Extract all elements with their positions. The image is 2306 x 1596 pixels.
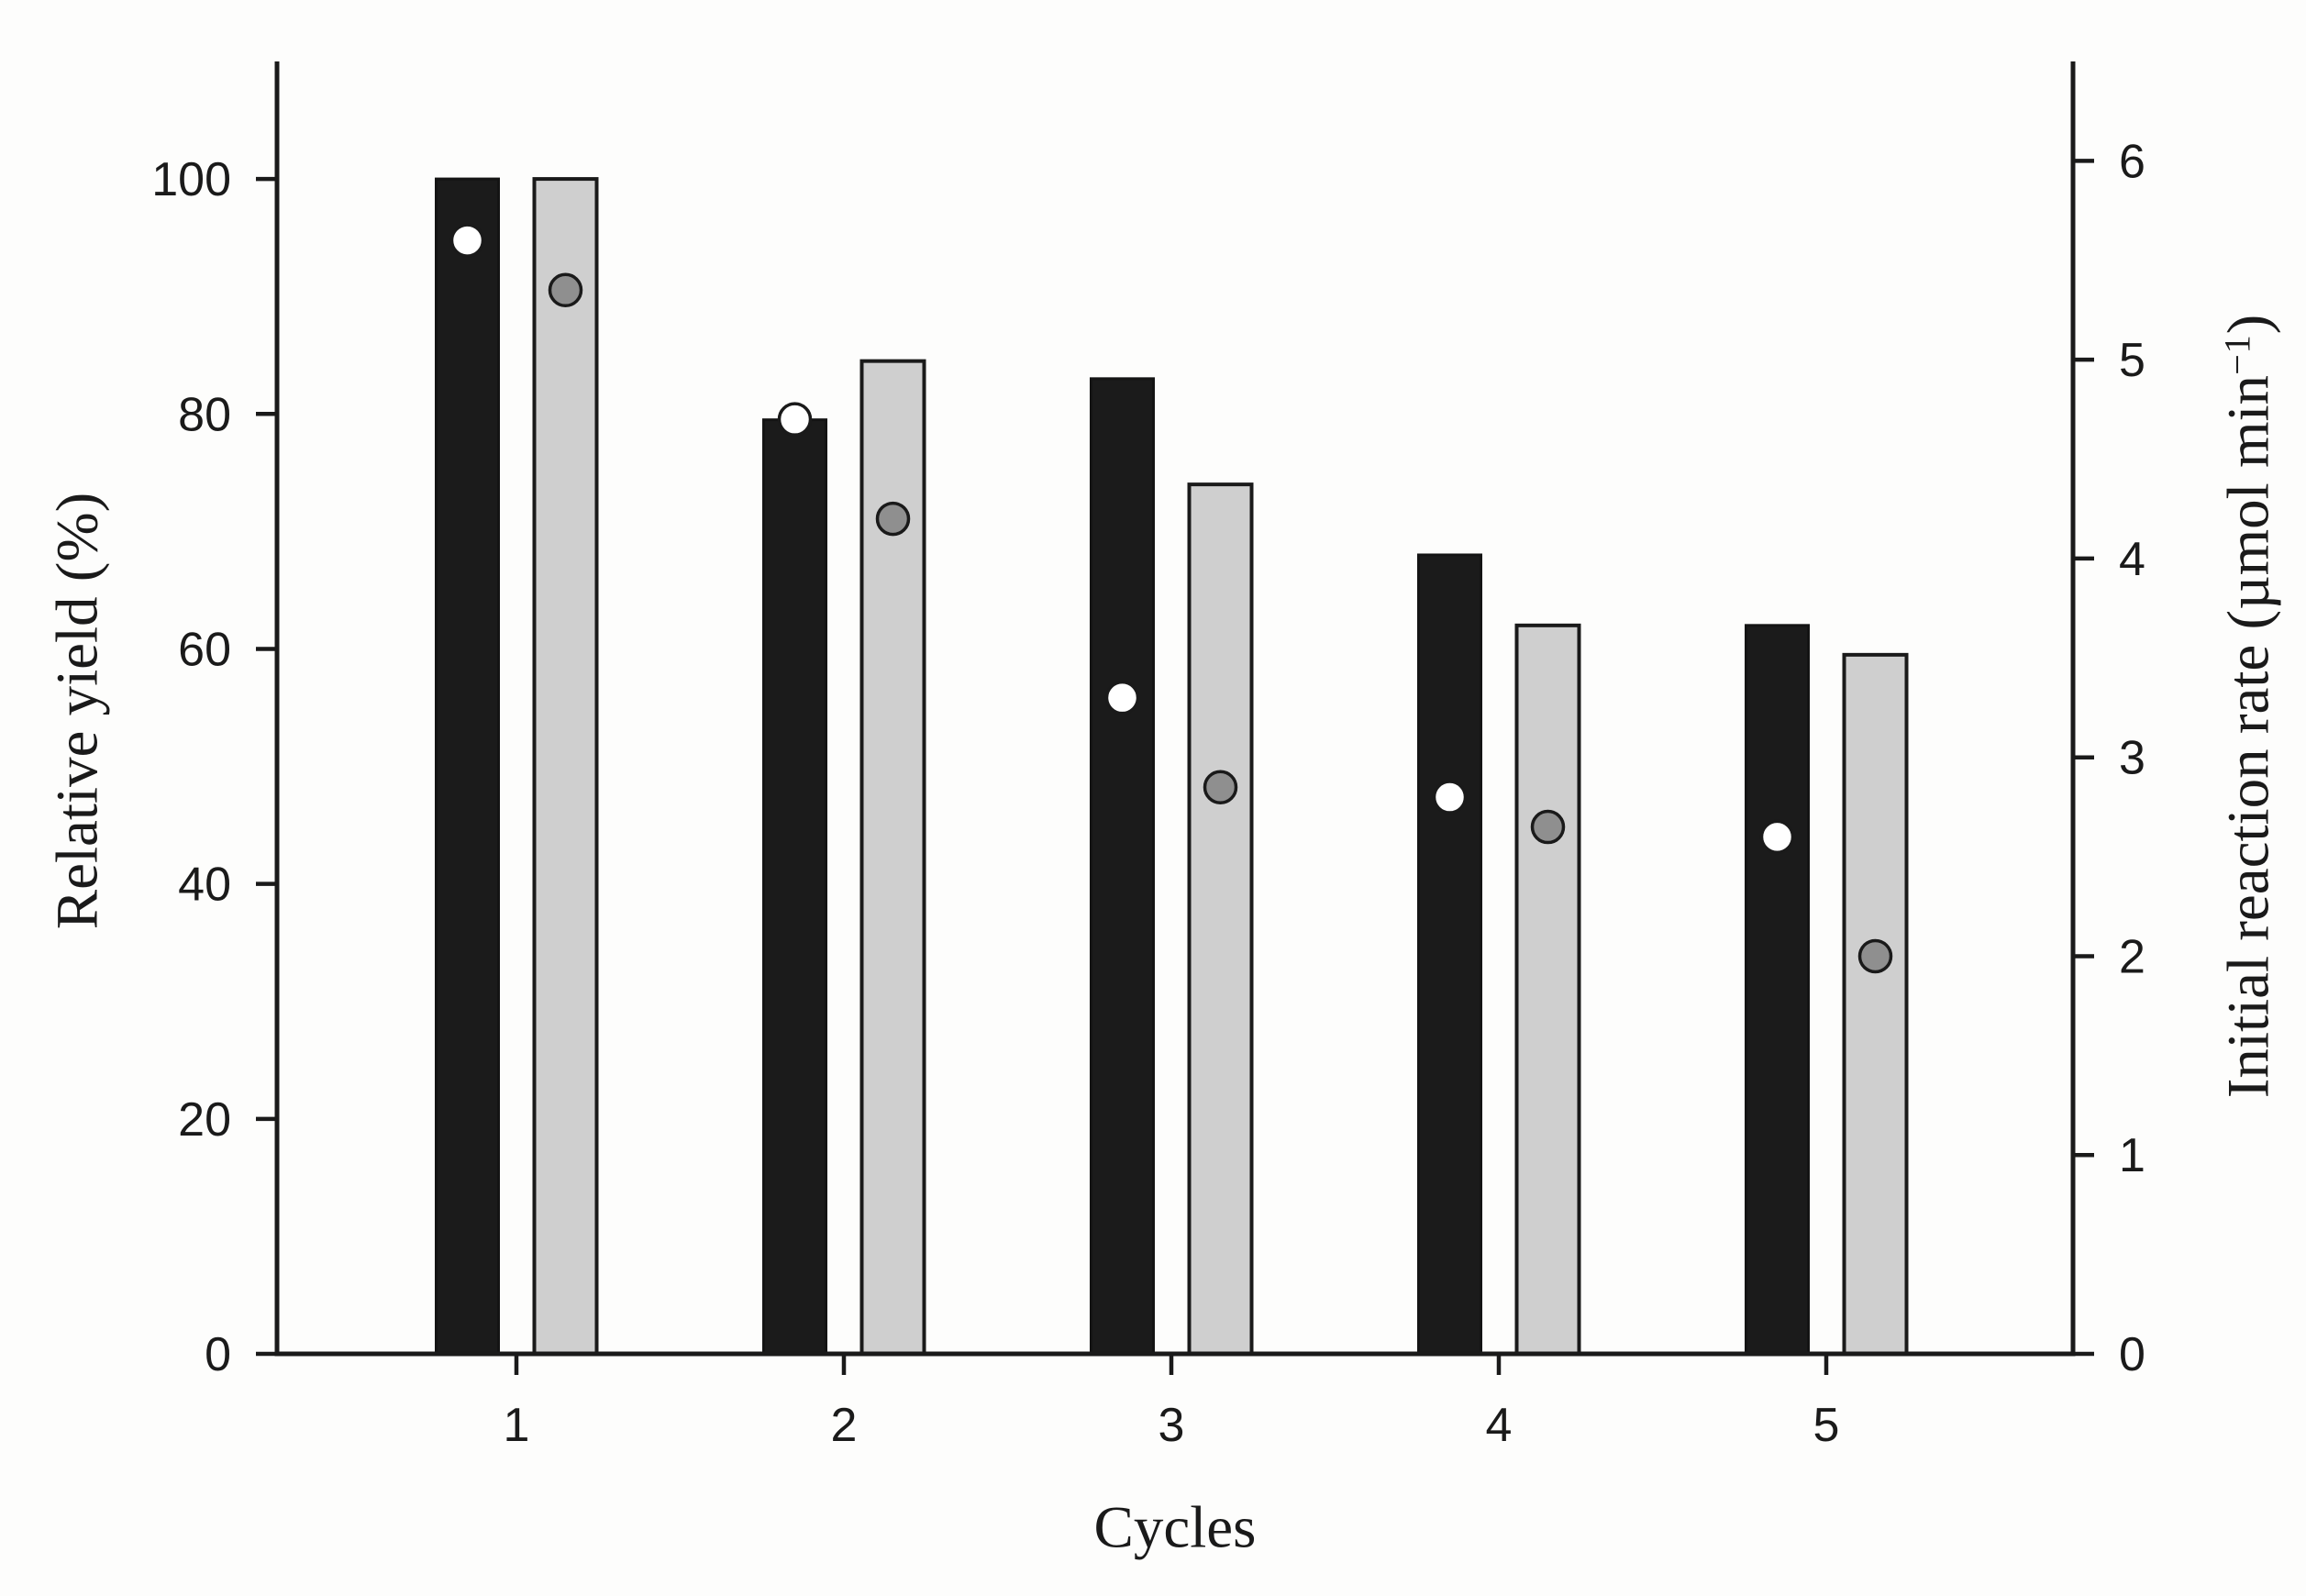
y-axis-right-tick-label: 5 — [2119, 334, 2145, 387]
black-bar — [762, 418, 827, 1356]
y-axis-left-title-text: Relative yield (%) — [44, 492, 111, 930]
y-axis-right-tick-label: 6 — [2119, 135, 2145, 188]
gray-circle-marker — [1203, 770, 1238, 804]
gray-circle-marker — [1530, 809, 1566, 845]
y-axis-right-tick-label: 3 — [2119, 732, 2145, 785]
gray-bar — [1842, 652, 1909, 1356]
gray-bar — [1514, 623, 1581, 1356]
x-axis-title: Cycles — [1093, 1494, 1257, 1561]
y-axis-left-tick-label: 40 — [178, 859, 231, 912]
y-axis-left-tick-label: 60 — [178, 623, 231, 676]
y-axis-left-tick-label: 80 — [178, 388, 231, 441]
y-axis-right-title-text: Initial reaction rate (µmol min — [2215, 374, 2282, 1099]
y-axis-right-title-superscript: −1 — [2216, 334, 2258, 375]
black-bar — [1745, 624, 1810, 1356]
gray-circle-marker — [1857, 938, 1893, 974]
y-axis-right-tick-label: 1 — [2119, 1129, 2145, 1182]
white-circle-marker — [449, 223, 485, 258]
white-circle-marker — [777, 402, 813, 437]
white-circle-marker — [1104, 680, 1140, 715]
gray-circle-marker — [548, 272, 583, 308]
y-axis-right-tick-label: 0 — [2119, 1328, 2145, 1381]
gray-circle-marker — [875, 501, 911, 537]
gray-bar — [532, 177, 599, 1356]
y-axis-right-title-suffix: ) — [2215, 314, 2282, 335]
black-bar — [435, 177, 500, 1356]
y-axis-right-title: Initial reaction rate (µmol min−1) — [2216, 315, 2282, 1098]
y-axis-left-tick-label: 20 — [178, 1093, 231, 1147]
x-axis-tick-label: 3 — [1159, 1399, 1185, 1452]
black-bar — [1090, 377, 1155, 1356]
white-circle-marker — [1759, 819, 1795, 855]
x-axis-tick-label: 4 — [1486, 1399, 1513, 1452]
x-axis-tick-label: 2 — [831, 1399, 858, 1452]
y-axis-left-title: Relative yield (%) — [45, 493, 111, 930]
gray-bar — [1187, 482, 1254, 1356]
y-axis-right-tick-label: 4 — [2119, 533, 2145, 586]
y-axis-left-tick-label: 0 — [205, 1328, 231, 1381]
black-bar — [1417, 553, 1482, 1356]
white-circle-marker — [1432, 780, 1468, 815]
x-axis-tick-label: 5 — [1813, 1399, 1840, 1452]
y-axis-right-tick-label: 2 — [2119, 930, 2145, 983]
x-axis-tick-label: 1 — [504, 1399, 530, 1452]
y-axis-left-tick-label: 100 — [151, 153, 231, 206]
